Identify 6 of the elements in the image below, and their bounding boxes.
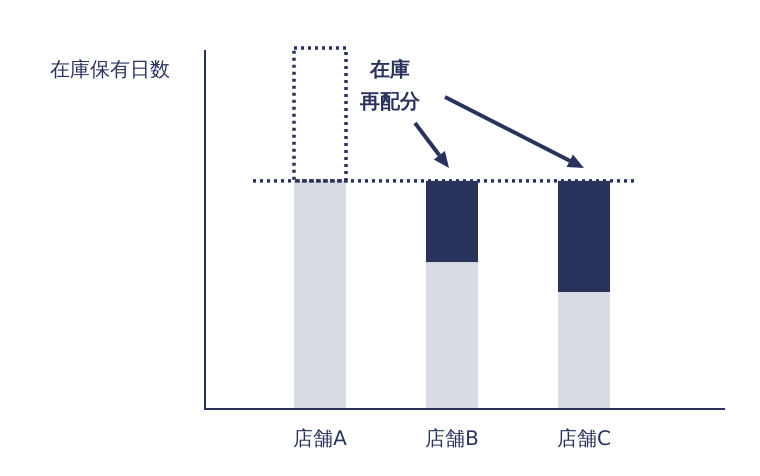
annotation: 在庫 [369, 57, 410, 81]
annotation: 再配分 [359, 89, 421, 113]
x-tick-label: 店舗A [293, 426, 348, 450]
y-axis-title: 在庫保有日数 [50, 57, 170, 81]
x-tick-label: 店舗B [425, 426, 479, 450]
x-tick-label: 店舗C [557, 426, 611, 450]
